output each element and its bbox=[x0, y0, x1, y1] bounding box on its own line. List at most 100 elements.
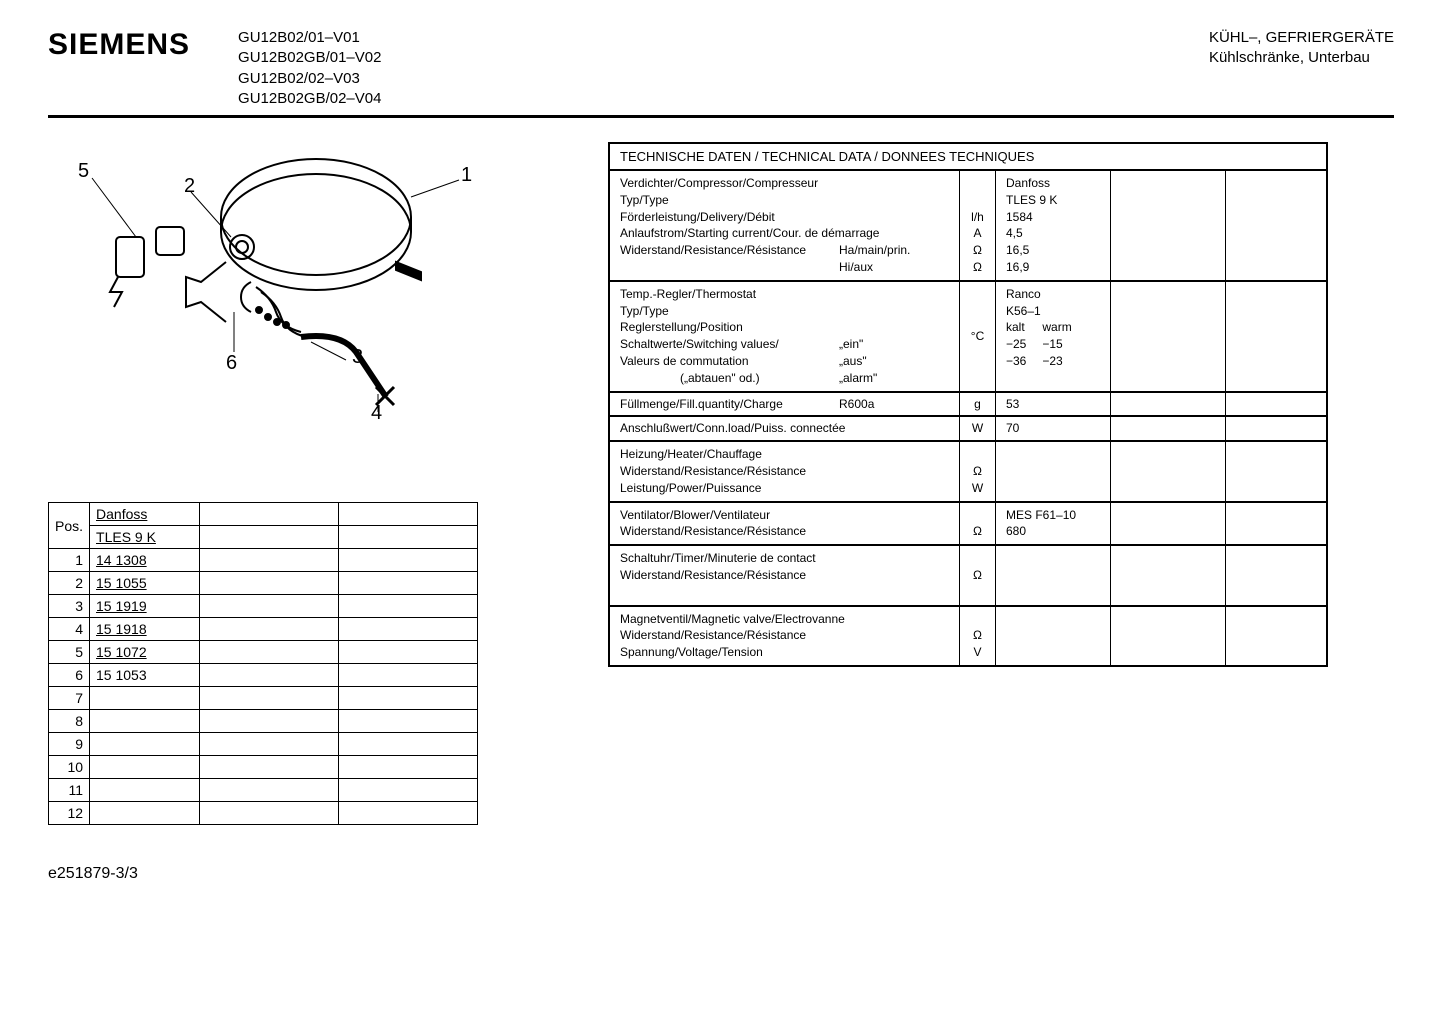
header-right: KÜHL–, GEFRIERGERÄTE Kühlschränke, Unter… bbox=[1209, 28, 1394, 69]
label-text: Füllmenge/Fill.quantity/Charge bbox=[620, 396, 783, 413]
compressor-label: Verdichter/Compressor/Compresseur Typ/Ty… bbox=[610, 171, 960, 280]
value-col: 53 bbox=[996, 393, 1111, 416]
pos-header: Pos. bbox=[49, 503, 90, 549]
value-text: 70 bbox=[1006, 420, 1100, 437]
empty-cell bbox=[338, 572, 477, 595]
unit-col: Ω W bbox=[960, 442, 996, 500]
model-line: GU12B02/02–V03 bbox=[238, 69, 381, 89]
unit-text: Ω bbox=[964, 242, 991, 259]
empty-cell bbox=[338, 641, 477, 664]
page-header: SIEMENS GU12B02/01–V01 GU12B02GB/01–V02 … bbox=[48, 28, 1394, 118]
blower-row: Ventilator/Blower/Ventilateur Widerstand… bbox=[610, 503, 1326, 547]
value-text: 4,5 bbox=[1006, 225, 1100, 242]
label-text: R600a bbox=[839, 396, 949, 413]
unit-text: Ω bbox=[964, 463, 991, 480]
label-line: Typ/Type bbox=[620, 192, 949, 209]
label-line: („abtauen" od.)„alarm" bbox=[620, 370, 949, 387]
label-text: „ein" bbox=[839, 336, 949, 353]
unit-text: W bbox=[964, 420, 991, 437]
empty-cell bbox=[199, 733, 338, 756]
callout-4: 4 bbox=[371, 402, 382, 425]
unit-col: Ω V bbox=[960, 607, 996, 665]
empty-cell bbox=[199, 802, 338, 825]
pos-cell: 11 bbox=[49, 779, 90, 802]
part-cell: 15 1918 bbox=[90, 618, 200, 641]
empty-cell bbox=[338, 733, 477, 756]
label-line: Hi/aux bbox=[620, 259, 949, 276]
label-line: Magnetventil/Magnetic valve/Electrovanne bbox=[620, 611, 949, 628]
value-col-2 bbox=[1111, 503, 1226, 545]
model-line: GU12B02GB/01–V02 bbox=[238, 48, 381, 68]
value-text: 16,9 bbox=[1006, 259, 1100, 276]
pos-cell: 12 bbox=[49, 802, 90, 825]
callout-5: 5 bbox=[78, 160, 89, 183]
empty-cell bbox=[199, 595, 338, 618]
callout-2: 2 bbox=[184, 175, 195, 198]
brand-logo: SIEMENS bbox=[48, 28, 190, 62]
unit-text: l/h bbox=[964, 209, 991, 226]
part-cell bbox=[90, 733, 200, 756]
value-text: MES F61–10 bbox=[1006, 507, 1100, 524]
value-col bbox=[996, 546, 1111, 604]
table-row: 10 bbox=[49, 756, 478, 779]
model-list: GU12B02/01–V01 GU12B02GB/01–V02 GU12B02/… bbox=[238, 28, 381, 109]
extra-col bbox=[1226, 393, 1326, 416]
compressor-row: Verdichter/Compressor/Compresseur Typ/Ty… bbox=[610, 171, 1326, 282]
table-row: 12 bbox=[49, 802, 478, 825]
empty-cell bbox=[199, 641, 338, 664]
empty-cell bbox=[199, 779, 338, 802]
pos-cell: 8 bbox=[49, 710, 90, 733]
label-text: „alarm" bbox=[839, 370, 949, 387]
label-line: Typ/Type bbox=[620, 303, 949, 320]
label-line: Verdichter/Compressor/Compresseur bbox=[620, 175, 949, 192]
unit-col: °C bbox=[960, 282, 996, 391]
value-col-2 bbox=[1111, 417, 1226, 440]
empty-cell bbox=[199, 618, 338, 641]
value-pair: kalt −25 −36 warm −15 −23 bbox=[1006, 319, 1100, 369]
empty-cell bbox=[338, 756, 477, 779]
value-col: MES F61–10 680 bbox=[996, 503, 1111, 545]
empty-cell bbox=[338, 687, 477, 710]
value-text: Danfoss bbox=[1006, 175, 1100, 192]
unit-text: Ω bbox=[964, 259, 991, 276]
value-col-2 bbox=[1111, 171, 1226, 280]
empty-cell bbox=[199, 526, 338, 549]
pos-cell: 6 bbox=[49, 664, 90, 687]
fill-label: Füllmenge/Fill.quantity/Charge R600a bbox=[610, 393, 960, 416]
pos-cell: 5 bbox=[49, 641, 90, 664]
label-text: „aus" bbox=[839, 353, 949, 370]
label-line: Ventilator/Blower/Ventilateur bbox=[620, 507, 949, 524]
extra-col bbox=[1226, 442, 1326, 500]
part-cell bbox=[90, 802, 200, 825]
extra-col bbox=[1226, 607, 1326, 665]
label-line: Schaltwerte/Switching values/„ein" bbox=[620, 336, 949, 353]
part-cell: 15 1919 bbox=[90, 595, 200, 618]
value-col-2 bbox=[1111, 442, 1226, 500]
unit-col: Ω bbox=[960, 503, 996, 545]
unit-col: W bbox=[960, 417, 996, 440]
model-line: GU12B02/01–V01 bbox=[238, 28, 381, 48]
part-cell bbox=[90, 779, 200, 802]
value-text: Ranco bbox=[1006, 286, 1100, 303]
unit-text: W bbox=[964, 480, 991, 497]
timer-label: Schaltuhr/Timer/Minuterie de contact Wid… bbox=[610, 546, 960, 604]
footer-reference: e251879-3/3 bbox=[48, 865, 1394, 883]
table-row: Pos. Danfoss bbox=[49, 503, 478, 526]
parts-table: Pos. Danfoss TLES 9 K 114 1308 215 1055 … bbox=[48, 502, 478, 825]
label-line: Förderleistung/Delivery/Débit bbox=[620, 209, 949, 226]
extra-col bbox=[1226, 417, 1326, 440]
label-line: Heizung/Heater/Chauffage bbox=[620, 446, 949, 463]
label-text: Hi/aux bbox=[839, 259, 949, 276]
empty-cell bbox=[338, 664, 477, 687]
valve-row: Magnetventil/Magnetic valve/Electrovanne… bbox=[610, 607, 1326, 665]
unit-text: g bbox=[964, 396, 991, 413]
part-cell bbox=[90, 687, 200, 710]
label-line: Reglerstellung/Position bbox=[620, 319, 949, 336]
table-row: 11 bbox=[49, 779, 478, 802]
table-row: 615 1053 bbox=[49, 664, 478, 687]
conn-label: Anschlußwert/Conn.load/Puiss. connectée bbox=[610, 417, 960, 440]
table-row: 515 1072 bbox=[49, 641, 478, 664]
content-area: 1 2 3 4 5 6 Pos. Danfoss TLES 9 K 114 13… bbox=[48, 142, 1394, 825]
part-cell bbox=[90, 710, 200, 733]
unit-text: V bbox=[964, 644, 991, 661]
